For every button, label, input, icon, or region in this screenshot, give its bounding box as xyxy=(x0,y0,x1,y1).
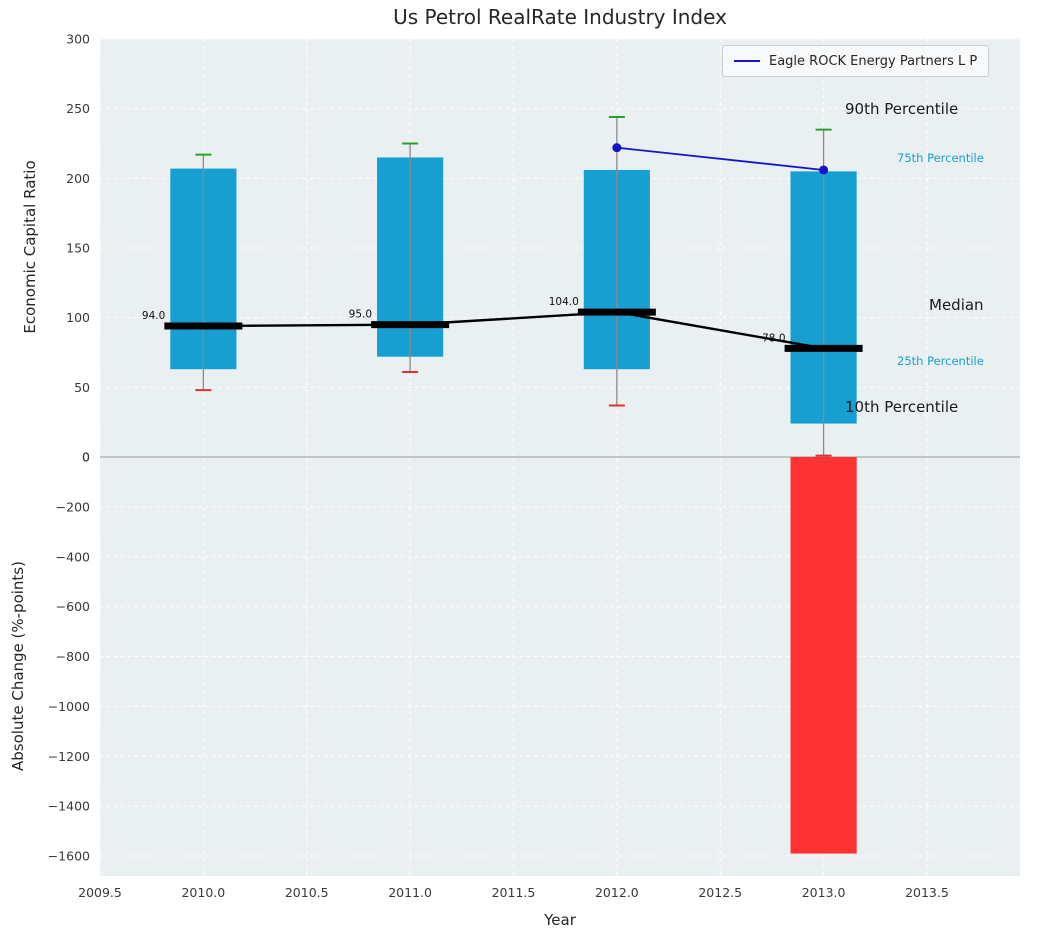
x-tick-label: 2013.0 xyxy=(802,885,846,900)
y-tick-label-bottom: −1600 xyxy=(48,849,90,864)
y-axis-label-bottom: Absolute Change (%-points) xyxy=(9,561,27,771)
x-axis-label: Year xyxy=(544,911,576,929)
x-tick-label: 2011.0 xyxy=(388,885,432,900)
y-tick-label-bottom: −800 xyxy=(56,649,90,664)
annotation-75th-percentile: 75th Percentile xyxy=(897,151,984,165)
y-tick-label-top: 100 xyxy=(66,310,90,325)
x-tick-label: 2013.5 xyxy=(905,885,949,900)
y-tick-label-bottom: −1200 xyxy=(48,749,90,764)
y-tick-label-bottom: −1400 xyxy=(48,799,90,814)
y-tick-label-top: 0 xyxy=(82,450,90,465)
company-series-marker xyxy=(612,143,622,153)
company-series-marker xyxy=(819,165,829,175)
y-tick-label-top: 200 xyxy=(66,171,90,186)
x-tick-label: 2011.5 xyxy=(492,885,536,900)
y-tick-label-bottom: −200 xyxy=(56,499,90,514)
median-value-label-2013: 78.0 xyxy=(762,332,785,344)
y-tick-label-bottom: 0 xyxy=(82,450,90,465)
annotation-10th-percentile: 10th Percentile xyxy=(845,398,959,416)
y-tick-label-top: 150 xyxy=(66,241,90,256)
legend-label: Eagle ROCK Energy Partners L P xyxy=(769,53,978,69)
y-tick-label-bottom: −1000 xyxy=(48,699,90,714)
y-axis-label-top: Economic Capital Ratio xyxy=(21,160,39,334)
y-tick-label-bottom: −600 xyxy=(56,599,90,614)
annotation-90th-percentile: 90th Percentile xyxy=(845,100,959,118)
legend-line-sample-icon xyxy=(734,60,760,62)
legend: Eagle ROCK Energy Partners L P xyxy=(722,45,990,77)
median-value-label-2011: 95.0 xyxy=(349,309,372,321)
chart-title: Us Petrol RealRate Industry Index xyxy=(393,5,727,29)
x-tick-label: 2012.5 xyxy=(698,885,742,900)
y-tick-label-bottom: −400 xyxy=(56,549,90,564)
median-line xyxy=(203,310,824,350)
median-value-label-2010: 94.0 xyxy=(142,310,165,322)
x-tick-label: 2012.0 xyxy=(595,885,639,900)
x-tick-label: 2009.5 xyxy=(78,885,122,900)
x-tick-label: 2010.0 xyxy=(181,885,225,900)
y-tick-label-top: 50 xyxy=(74,380,90,395)
x-tick-label: 2010.5 xyxy=(285,885,329,900)
annotation-25th-percentile: 25th Percentile xyxy=(897,354,984,368)
change-bar-2013 xyxy=(790,457,857,854)
annotation-median: Median xyxy=(929,296,984,314)
median-value-label-2012: 104.0 xyxy=(549,296,579,308)
y-tick-label-top: 250 xyxy=(66,101,90,116)
company-series-line xyxy=(616,146,824,171)
y-tick-label-top: 300 xyxy=(66,32,90,47)
